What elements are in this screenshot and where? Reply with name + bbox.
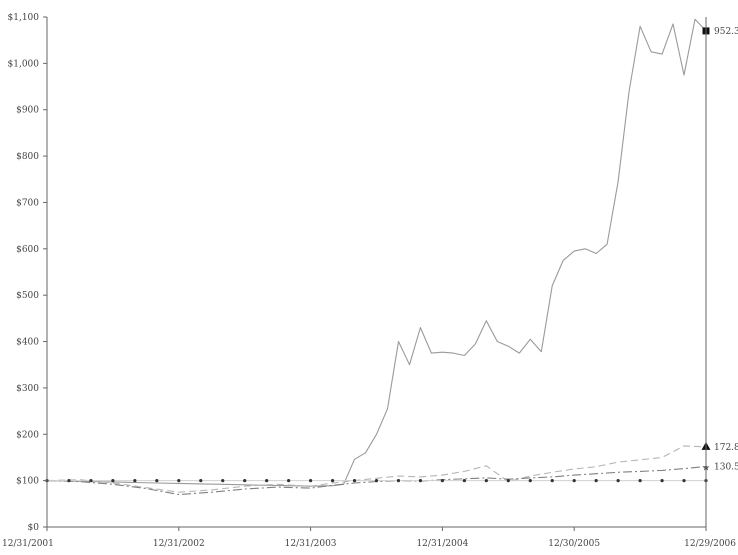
series-line-1 [46, 18, 707, 487]
baseline-point [352, 479, 357, 483]
baseline-point [638, 479, 642, 483]
baseline-point [484, 479, 488, 483]
x-tick-label: 12/31/2001 [2, 539, 54, 549]
baseline-point [155, 479, 159, 483]
baseline-point [221, 479, 225, 483]
y-tick-label: $1,100 [8, 13, 40, 23]
label-layer: $0 $100 $200 $300 $400 $500 $600 $700 $800 $900 $1… [2, 13, 738, 549]
baseline-point [330, 479, 335, 483]
baseline-point [133, 479, 137, 483]
baseline-point [111, 479, 115, 483]
series-end-label: 172.8 [714, 443, 738, 453]
y-tick-label: $200 [16, 430, 39, 440]
baseline-point [243, 479, 247, 483]
y-tick-label: $600 [16, 245, 39, 255]
baseline-point [287, 479, 291, 483]
y-tick-label: $400 [16, 338, 39, 348]
x-tick-label: 12/31/2003 [285, 539, 337, 549]
baseline-point [616, 479, 620, 483]
y-tick-label: $0 [28, 523, 40, 533]
baseline-point [528, 479, 532, 483]
baseline-point [572, 479, 576, 483]
baseline-point [177, 479, 181, 483]
baseline-point [550, 479, 554, 483]
y-tick-label: $300 [16, 384, 39, 394]
baseline-point [594, 479, 598, 483]
y-tick-label: $900 [16, 106, 39, 116]
baseline-point [199, 479, 203, 483]
y-tick-label: $700 [16, 198, 39, 208]
axis-layer [43, 16, 707, 531]
series-end-label: 952.3 [714, 27, 738, 37]
baseline-point [462, 479, 466, 483]
baseline-point [89, 479, 93, 483]
series-layer: ★ [45, 18, 711, 496]
baseline-point [506, 479, 510, 483]
series-line-2 [46, 445, 707, 493]
x-tick-label: 12/31/2004 [416, 539, 468, 549]
baseline-point [396, 479, 401, 483]
baseline-point [309, 479, 313, 483]
baseline-point [67, 479, 71, 483]
baseline-point [660, 479, 664, 483]
y-tick-label: $800 [16, 152, 39, 162]
baseline-point [265, 479, 269, 483]
x-tick-label: 12/31/2002 [153, 539, 205, 549]
baseline-point [374, 479, 379, 483]
y-tick-label: $500 [16, 291, 39, 301]
baseline-point [418, 479, 423, 483]
x-tick-label: 12/29/2006 [684, 539, 736, 549]
y-tick-label: $1,000 [8, 59, 40, 69]
series-end-label: 130.5 [714, 462, 738, 472]
baseline-point [682, 479, 686, 483]
baseline-point [440, 479, 444, 483]
x-tick-label: 12/30/2005 [548, 539, 600, 549]
y-tick-label: $100 [16, 477, 39, 487]
